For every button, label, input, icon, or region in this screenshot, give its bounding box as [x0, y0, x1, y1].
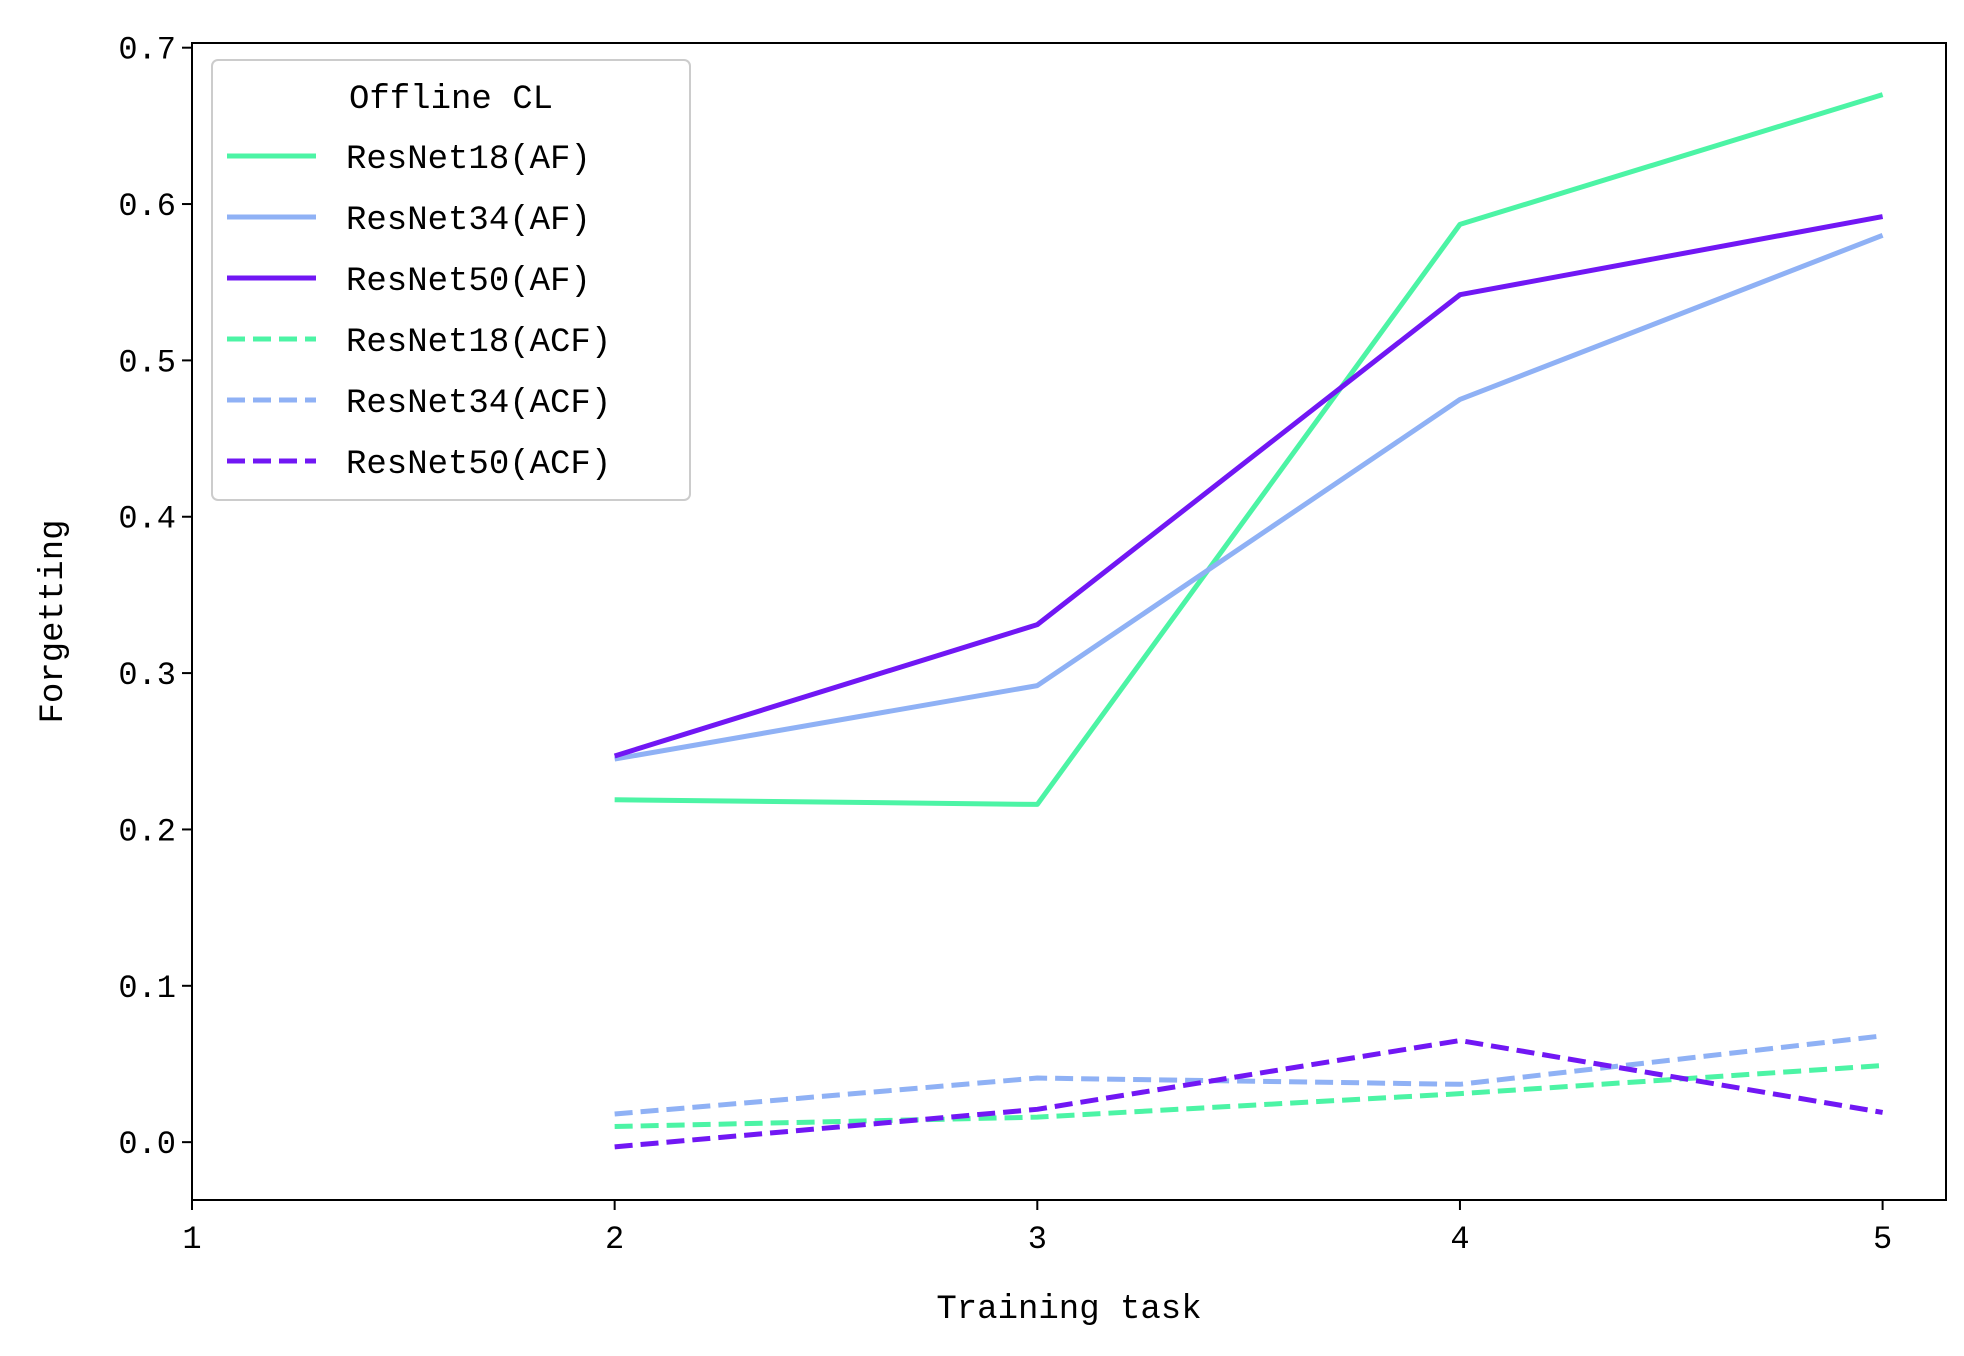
y-tick-label: 0.7 — [118, 32, 176, 69]
y-axis-ticks: 0.0 0.1 0.2 0.3 0.4 0.5 0.6 0.7 — [118, 32, 192, 1163]
y-tick-label: 0.0 — [118, 1126, 176, 1163]
legend-title: Offline CL — [349, 81, 553, 119]
x-axis-title: Training task — [936, 1291, 1201, 1329]
legend-label: ResNet18(ACF) — [346, 324, 611, 362]
series-line-resnet50-af — [613, 214, 1884, 759]
y-tick-label: 0.3 — [118, 657, 176, 694]
legend-label: ResNet50(ACF) — [346, 446, 611, 484]
series-line-resnet18-af — [614, 92, 1884, 807]
legend: Offline CL ResNet18(AF)ResNet34(AF)ResNe… — [211, 59, 691, 501]
x-tick-label: 2 — [605, 1221, 624, 1258]
series-line-resnet34-af — [614, 232, 1884, 762]
series-line-resnet34-acf — [614, 1033, 1883, 1117]
x-tick-label: 4 — [1450, 1221, 1469, 1258]
legend-label: ResNet34(ACF) — [346, 385, 611, 423]
series-line-resnet50-acf — [614, 1038, 1884, 1150]
plot-frame — [191, 42, 1947, 1201]
y-tick-label: 0.6 — [118, 188, 176, 225]
y-tick-label: 0.4 — [118, 501, 176, 538]
x-tick-label: 3 — [1028, 1221, 1047, 1258]
x-tick-label: 1 — [182, 1221, 201, 1258]
y-tick-label: 0.2 — [118, 813, 176, 850]
series-line-resnet18-acf — [614, 1063, 1883, 1130]
x-tick-label: 5 — [1873, 1221, 1892, 1258]
legend-label: ResNet34(AF) — [346, 202, 591, 240]
y-tick-label: 0.5 — [118, 344, 176, 381]
legend-box — [211, 59, 691, 501]
legend-items: ResNet18(AF) ResNet34(AF) ResNet50(AF) ResN… — [227, 141, 611, 484]
series-layer — [613, 92, 1884, 1150]
legend-label: ResNet18(AF) — [346, 141, 591, 179]
y-axis-title: Forgetting — [35, 519, 73, 723]
y-tick-label: 0.1 — [118, 970, 176, 1007]
x-axis-ticks: 1 2 3 4 5 — [182, 1200, 1892, 1258]
legend-label: ResNet50(AF) — [346, 263, 591, 301]
